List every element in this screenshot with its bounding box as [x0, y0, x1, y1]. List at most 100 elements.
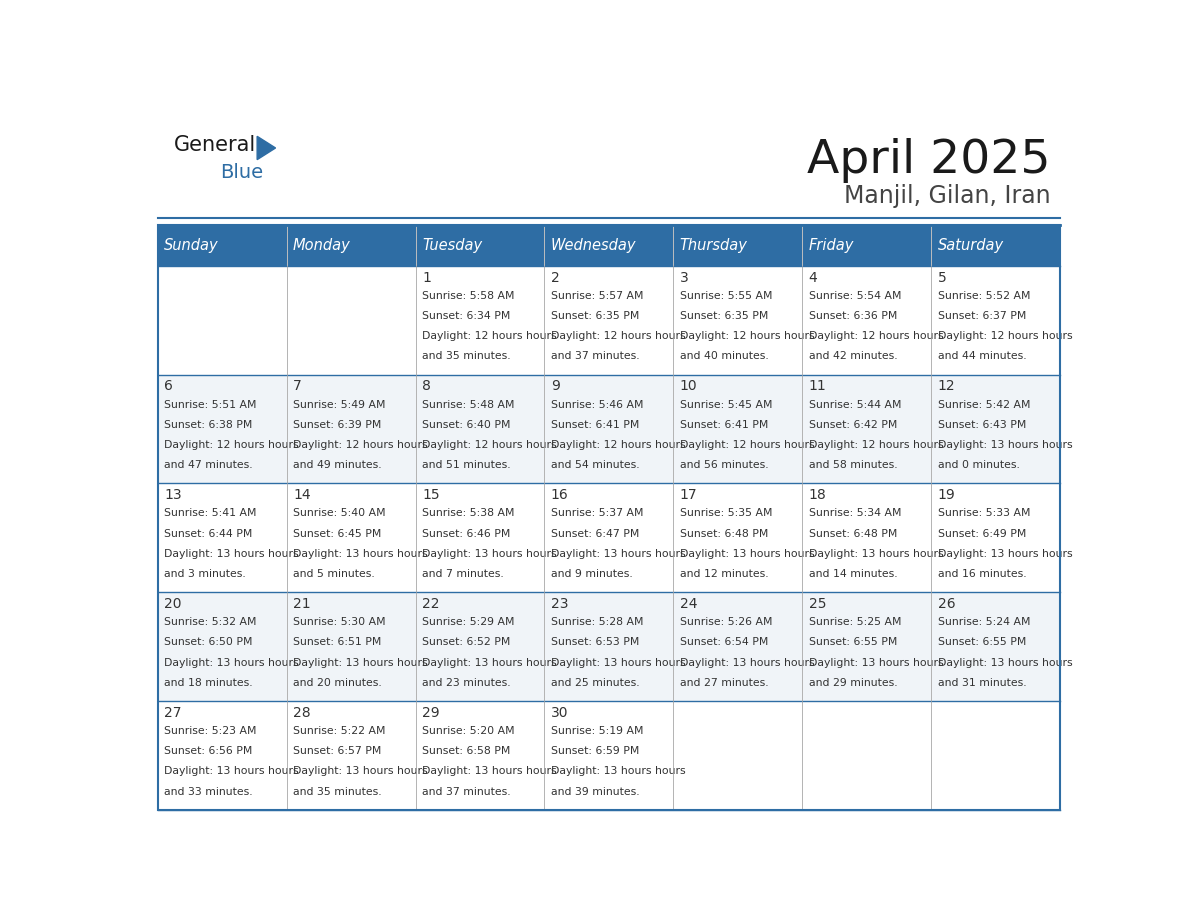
Text: Sunrise: 5:49 AM: Sunrise: 5:49 AM: [293, 399, 386, 409]
Text: 25: 25: [809, 598, 826, 611]
Text: 28: 28: [293, 706, 311, 720]
Text: Daylight: 13 hours hours: Daylight: 13 hours hours: [937, 440, 1072, 450]
Text: Tuesday: Tuesday: [422, 238, 482, 252]
Text: 14: 14: [293, 488, 311, 502]
Text: Daylight: 12 hours hours: Daylight: 12 hours hours: [809, 440, 943, 450]
Text: Daylight: 13 hours hours: Daylight: 13 hours hours: [293, 549, 428, 559]
Text: and 5 minutes.: and 5 minutes.: [293, 569, 374, 579]
Text: Sunset: 6:39 PM: Sunset: 6:39 PM: [293, 420, 381, 430]
Text: Sunrise: 5:20 AM: Sunrise: 5:20 AM: [422, 726, 514, 736]
Text: Sunset: 6:44 PM: Sunset: 6:44 PM: [164, 529, 253, 539]
Bar: [802, 265, 931, 375]
Text: Sunset: 6:48 PM: Sunset: 6:48 PM: [809, 529, 897, 539]
Text: Sunset: 6:47 PM: Sunset: 6:47 PM: [551, 529, 639, 539]
Bar: [158, 225, 1060, 810]
Text: Daylight: 13 hours hours: Daylight: 13 hours hours: [422, 549, 556, 559]
Text: 3: 3: [680, 271, 689, 285]
Text: Daylight: 13 hours hours: Daylight: 13 hours hours: [937, 549, 1072, 559]
Text: Sunrise: 5:52 AM: Sunrise: 5:52 AM: [937, 291, 1030, 301]
Text: Sunrise: 5:55 AM: Sunrise: 5:55 AM: [680, 291, 772, 301]
Text: and 16 minutes.: and 16 minutes.: [937, 569, 1026, 579]
Text: Sunset: 6:43 PM: Sunset: 6:43 PM: [937, 420, 1026, 430]
Bar: [416, 225, 544, 265]
Bar: [674, 701, 802, 810]
Text: Manjil, Gilan, Iran: Manjil, Gilan, Iran: [845, 185, 1051, 208]
Text: Sunset: 6:58 PM: Sunset: 6:58 PM: [422, 746, 511, 756]
Text: Sunset: 6:41 PM: Sunset: 6:41 PM: [680, 420, 769, 430]
Text: Sunset: 6:49 PM: Sunset: 6:49 PM: [937, 529, 1026, 539]
Text: 27: 27: [164, 706, 182, 720]
Bar: [544, 701, 674, 810]
Text: and 12 minutes.: and 12 minutes.: [680, 569, 769, 579]
Text: Sunset: 6:53 PM: Sunset: 6:53 PM: [551, 637, 639, 647]
Text: 17: 17: [680, 488, 697, 502]
Text: Sunrise: 5:35 AM: Sunrise: 5:35 AM: [680, 509, 772, 519]
Text: and 44 minutes.: and 44 minutes.: [937, 352, 1026, 361]
Text: Daylight: 13 hours hours: Daylight: 13 hours hours: [422, 657, 556, 667]
Text: Sunrise: 5:40 AM: Sunrise: 5:40 AM: [293, 509, 386, 519]
Text: Sunrise: 5:46 AM: Sunrise: 5:46 AM: [551, 399, 644, 409]
Text: and 51 minutes.: and 51 minutes.: [422, 460, 511, 470]
Text: Sunset: 6:45 PM: Sunset: 6:45 PM: [293, 529, 381, 539]
Text: Daylight: 13 hours hours: Daylight: 13 hours hours: [937, 657, 1072, 667]
Text: Daylight: 12 hours hours: Daylight: 12 hours hours: [551, 440, 685, 450]
Text: Sunset: 6:40 PM: Sunset: 6:40 PM: [422, 420, 511, 430]
Text: Sunrise: 5:33 AM: Sunrise: 5:33 AM: [937, 509, 1030, 519]
Text: and 47 minutes.: and 47 minutes.: [164, 460, 253, 470]
Text: and 35 minutes.: and 35 minutes.: [422, 352, 511, 361]
Bar: [931, 225, 1060, 265]
Text: 30: 30: [551, 706, 568, 720]
Text: and 23 minutes.: and 23 minutes.: [422, 677, 511, 688]
Text: Sunrise: 5:29 AM: Sunrise: 5:29 AM: [422, 617, 514, 627]
Text: Daylight: 12 hours hours: Daylight: 12 hours hours: [164, 440, 298, 450]
Text: Daylight: 12 hours hours: Daylight: 12 hours hours: [809, 331, 943, 341]
Bar: [286, 265, 416, 375]
Bar: [802, 375, 931, 484]
Text: and 58 minutes.: and 58 minutes.: [809, 460, 897, 470]
Text: Daylight: 12 hours hours: Daylight: 12 hours hours: [422, 440, 556, 450]
Text: 11: 11: [809, 379, 827, 394]
Text: 10: 10: [680, 379, 697, 394]
Bar: [674, 484, 802, 592]
Text: Sunrise: 5:41 AM: Sunrise: 5:41 AM: [164, 509, 257, 519]
Text: 15: 15: [422, 488, 440, 502]
Text: Sunrise: 5:48 AM: Sunrise: 5:48 AM: [422, 399, 514, 409]
Text: 9: 9: [551, 379, 560, 394]
Text: and 20 minutes.: and 20 minutes.: [293, 677, 381, 688]
Text: and 40 minutes.: and 40 minutes.: [680, 352, 769, 361]
Text: and 37 minutes.: and 37 minutes.: [551, 352, 639, 361]
Text: Daylight: 13 hours hours: Daylight: 13 hours hours: [164, 549, 298, 559]
Text: Sunset: 6:34 PM: Sunset: 6:34 PM: [422, 311, 511, 321]
Text: and 7 minutes.: and 7 minutes.: [422, 569, 504, 579]
Text: Sunset: 6:36 PM: Sunset: 6:36 PM: [809, 311, 897, 321]
Text: Sunset: 6:52 PM: Sunset: 6:52 PM: [422, 637, 511, 647]
Text: Daylight: 13 hours hours: Daylight: 13 hours hours: [809, 657, 943, 667]
Bar: [802, 484, 931, 592]
Text: Sunrise: 5:34 AM: Sunrise: 5:34 AM: [809, 509, 902, 519]
Text: Blue: Blue: [220, 163, 264, 182]
Bar: [286, 375, 416, 484]
Bar: [158, 592, 286, 701]
Text: Sunrise: 5:44 AM: Sunrise: 5:44 AM: [809, 399, 902, 409]
Text: Sunrise: 5:45 AM: Sunrise: 5:45 AM: [680, 399, 772, 409]
Text: Daylight: 13 hours hours: Daylight: 13 hours hours: [551, 767, 685, 777]
Text: Sunrise: 5:19 AM: Sunrise: 5:19 AM: [551, 726, 644, 736]
Text: Daylight: 12 hours hours: Daylight: 12 hours hours: [680, 331, 814, 341]
Bar: [416, 375, 544, 484]
Text: and 31 minutes.: and 31 minutes.: [937, 677, 1026, 688]
Text: Sunset: 6:37 PM: Sunset: 6:37 PM: [937, 311, 1026, 321]
Text: Sunset: 6:55 PM: Sunset: 6:55 PM: [937, 637, 1026, 647]
Text: Daylight: 12 hours hours: Daylight: 12 hours hours: [680, 440, 814, 450]
Text: 8: 8: [422, 379, 431, 394]
Bar: [544, 592, 674, 701]
Text: 20: 20: [164, 598, 182, 611]
Text: Daylight: 13 hours hours: Daylight: 13 hours hours: [293, 767, 428, 777]
Text: and 0 minutes.: and 0 minutes.: [937, 460, 1019, 470]
Text: 7: 7: [293, 379, 302, 394]
Bar: [674, 225, 802, 265]
Text: Daylight: 13 hours hours: Daylight: 13 hours hours: [809, 549, 943, 559]
Bar: [158, 225, 286, 265]
Text: Sunrise: 5:38 AM: Sunrise: 5:38 AM: [422, 509, 514, 519]
Text: Sunrise: 5:32 AM: Sunrise: 5:32 AM: [164, 617, 257, 627]
Text: Thursday: Thursday: [680, 238, 747, 252]
